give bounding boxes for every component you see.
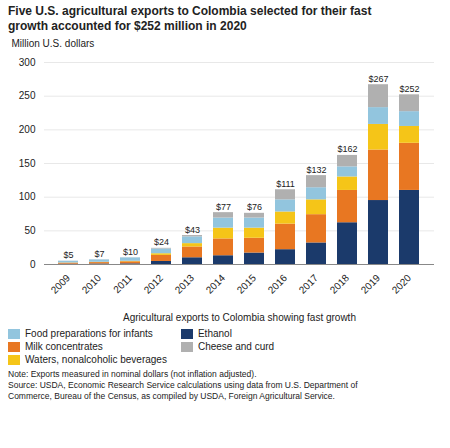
svg-text:250: 250 — [19, 90, 36, 101]
svg-text:2010: 2010 — [80, 272, 104, 296]
svg-text:2020: 2020 — [390, 272, 414, 296]
html-text:Cheese and curd: Cheese and curd — [197, 341, 275, 352]
svg-text:50: 50 — [24, 225, 36, 236]
svg-text:2015: 2015 — [235, 272, 259, 296]
svg-text:2013: 2013 — [173, 272, 197, 296]
svg-text:$132: $132 — [306, 165, 326, 175]
svg-text:$24: $24 — [154, 237, 169, 247]
svg-text:$5: $5 — [63, 250, 73, 260]
svg-text:$111: $111 — [276, 179, 295, 189]
svg-text:150: 150 — [19, 158, 36, 169]
svg-text:$162: $162 — [337, 144, 357, 154]
svg-text:2019: 2019 — [359, 272, 383, 296]
svg-text:300: 300 — [19, 57, 36, 68]
html-text:Source: USDA, Economic Researc: Source: USDA, Economic Research Service … — [8, 380, 358, 390]
svg-text:100: 100 — [19, 191, 36, 202]
html-text:Waters, nonalcoholic beverages: Waters, nonalcoholic beverages — [25, 354, 167, 365]
svg-text:2009: 2009 — [49, 272, 73, 296]
svg-text:2011: 2011 — [111, 272, 134, 295]
svg-text:$76: $76 — [247, 202, 262, 212]
svg-text:$267: $267 — [368, 74, 388, 84]
svg-text:2016: 2016 — [266, 272, 290, 296]
svg-text:2014: 2014 — [204, 272, 228, 296]
svg-text:$43: $43 — [185, 225, 200, 235]
html-text:Milk concentrates: Milk concentrates — [25, 341, 103, 352]
html-text:Five U.S. agricultural exports: Five U.S. agricultural exports to Colomb… — [8, 4, 372, 33]
svg-text:Agricultural exports to Colomb: Agricultural exports to Colombia showing… — [123, 312, 356, 323]
svg-text:Million U.S. dollars: Million U.S. dollars — [12, 38, 95, 49]
svg-text:$7: $7 — [94, 249, 104, 259]
svg-text:200: 200 — [19, 124, 36, 135]
html-text:Commerce, Bureau of the Census: Commerce, Bureau of the Census, as compi… — [8, 391, 335, 401]
html-text:Note: Exports measured in nomi: Note: Exports measured in nominal dollar… — [8, 369, 257, 379]
svg-text:$252: $252 — [399, 84, 419, 94]
svg-text:$10: $10 — [123, 247, 138, 257]
svg-text:2018: 2018 — [328, 272, 352, 296]
svg-text:2012: 2012 — [142, 272, 166, 296]
html-text:Ethanol: Ethanol — [197, 328, 232, 339]
svg-text:$77: $77 — [216, 202, 231, 212]
svg-text:0: 0 — [30, 259, 36, 270]
html-text:Food preparations for infants: Food preparations for infants — [25, 328, 153, 339]
svg-text:2017: 2017 — [297, 272, 321, 296]
